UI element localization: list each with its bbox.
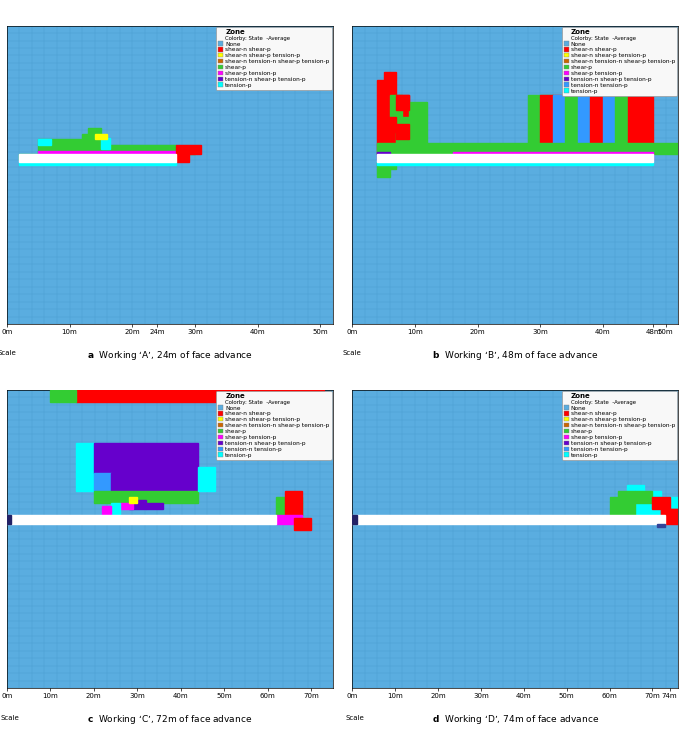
Text: Scale: Scale <box>346 715 364 721</box>
Text: Scale: Scale <box>0 715 19 721</box>
Bar <box>396 124 409 139</box>
Bar <box>352 515 357 524</box>
Bar <box>7 515 276 524</box>
Bar <box>603 94 628 154</box>
Bar <box>628 94 653 154</box>
Bar <box>76 389 324 402</box>
Bar <box>94 473 111 491</box>
Bar <box>103 512 111 521</box>
X-axis label: $\bf{c}$  Working ‘C’, 72m of face advance: $\bf{c}$ Working ‘C’, 72m of face advanc… <box>87 713 252 726</box>
Bar <box>294 518 311 530</box>
Bar <box>453 152 640 160</box>
Bar <box>644 491 661 515</box>
Bar <box>540 94 565 154</box>
Bar <box>101 143 110 149</box>
Bar <box>94 491 198 503</box>
Bar <box>38 151 176 160</box>
Bar <box>285 503 302 515</box>
Bar <box>377 152 390 160</box>
Legend: Zone, Colorby: State  -Average, None, shear-n shear-p, shear-n shear-p tension-p: Zone, Colorby: State -Average, None, she… <box>216 27 332 90</box>
Bar <box>111 473 198 491</box>
Bar <box>19 154 176 162</box>
Bar <box>88 128 101 134</box>
X-axis label: $\bf{a}$  Working ‘A’, 24m of face advance: $\bf{a}$ Working ‘A’, 24m of face advanc… <box>87 348 253 362</box>
Bar <box>377 80 396 94</box>
Bar <box>176 147 195 154</box>
Text: Scale: Scale <box>0 350 16 356</box>
Bar <box>644 517 661 523</box>
Bar <box>129 500 146 509</box>
Bar <box>94 455 111 491</box>
Bar <box>19 154 38 160</box>
Legend: Zone, Colorby: State  -Average, None, shear-n shear-p, shear-n shear-p tension-p: Zone, Colorby: State -Average, None, she… <box>216 391 332 460</box>
Bar <box>377 162 653 165</box>
Bar <box>377 169 390 176</box>
Bar <box>590 94 616 154</box>
Bar <box>7 515 11 524</box>
Bar <box>198 467 215 491</box>
Text: Scale: Scale <box>343 350 362 356</box>
Bar <box>661 509 678 515</box>
Legend: Zone, Colorby: State  -Average, None, shear-n shear-p, shear-n shear-p tension-p: Zone, Colorby: State -Average, None, she… <box>562 391 677 460</box>
Bar <box>38 158 69 164</box>
Bar <box>276 497 302 515</box>
X-axis label: $\bf{d}$  Working ‘D’, 74m of face advance: $\bf{d}$ Working ‘D’, 74m of face advanc… <box>432 713 599 726</box>
Bar <box>82 134 101 139</box>
Bar <box>384 158 396 162</box>
Bar <box>618 491 635 503</box>
Bar <box>661 497 678 515</box>
Bar <box>377 162 396 169</box>
Bar <box>103 506 111 515</box>
X-axis label: $\bf{b}$  Working ‘B’, 48m of face advance: $\bf{b}$ Working ‘B’, 48m of face advanc… <box>432 348 599 362</box>
Bar <box>390 94 402 117</box>
Bar <box>19 162 176 165</box>
Bar <box>76 444 94 491</box>
Bar <box>129 497 137 503</box>
Legend: Zone, Colorby: State  -Average, None, shear-n shear-p, shear-n shear-p tension-p: Zone, Colorby: State -Average, None, she… <box>562 27 677 96</box>
Bar <box>616 94 640 154</box>
Bar <box>377 94 409 154</box>
Bar <box>146 503 163 509</box>
Bar <box>635 491 652 503</box>
Bar <box>396 94 409 110</box>
Bar <box>45 160 63 164</box>
Bar <box>59 389 76 402</box>
Bar <box>377 143 678 154</box>
Bar <box>657 524 665 527</box>
Bar <box>38 145 176 154</box>
Bar <box>553 94 578 154</box>
Bar <box>578 94 603 154</box>
Bar <box>176 145 201 154</box>
Bar <box>111 503 120 515</box>
Bar <box>170 152 182 160</box>
Bar <box>111 515 120 521</box>
Bar <box>352 515 665 524</box>
Bar <box>661 509 678 524</box>
Bar <box>527 94 553 154</box>
Bar <box>384 117 396 132</box>
Bar <box>396 117 421 154</box>
Bar <box>610 497 635 515</box>
Bar <box>276 515 302 524</box>
Bar <box>652 497 669 509</box>
Bar <box>50 389 59 402</box>
Bar <box>101 138 110 143</box>
Bar <box>627 485 644 515</box>
Bar <box>95 134 107 139</box>
Bar <box>610 517 644 523</box>
Bar <box>38 139 101 145</box>
Bar <box>377 154 653 162</box>
Bar <box>94 444 198 473</box>
Bar <box>285 491 302 503</box>
Bar <box>565 94 590 154</box>
Bar <box>120 503 133 509</box>
Bar <box>384 72 396 80</box>
Bar <box>409 102 427 154</box>
Bar <box>38 139 51 145</box>
Bar <box>640 152 653 160</box>
Bar <box>176 154 188 162</box>
